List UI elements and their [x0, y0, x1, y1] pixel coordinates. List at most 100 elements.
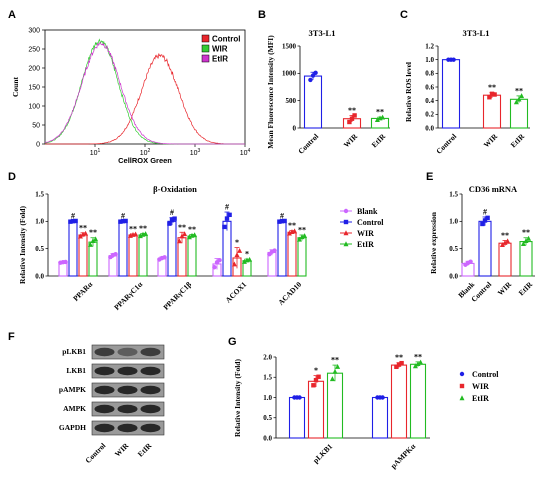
significance-mark: # — [170, 208, 174, 217]
blot-lane-label: WIR — [113, 441, 131, 459]
bar — [288, 396, 306, 439]
data-point — [113, 252, 118, 257]
data-point — [297, 395, 302, 400]
histogram-legend: Control WIR EtIR — [201, 35, 240, 64]
y-tick-label: 1.0 — [449, 218, 458, 226]
histogram-y-tick-label: 150 — [28, 85, 40, 92]
bar — [128, 234, 138, 277]
significance-mark: # — [121, 211, 125, 220]
bar — [441, 59, 461, 129]
data-point — [237, 247, 243, 253]
legend-marker — [459, 395, 465, 401]
blot-band — [117, 366, 138, 376]
y-tick-label: 1.5 — [35, 190, 44, 198]
data-point — [247, 256, 253, 262]
panel-g-chart: Relative Intensity (Fold) 0.0 0.5 1.0 1.5 2.… — [233, 352, 499, 470]
histogram-y-tick-label: 0 — [36, 142, 40, 149]
blot-row-label: pLKB1 — [62, 347, 86, 356]
blot-band — [117, 347, 138, 357]
data-point — [492, 92, 497, 97]
y-tick-label: 1000 — [282, 70, 297, 78]
data-point — [227, 212, 232, 218]
western-blot-bands: pLKB1 LKB1 pAMPK AMPK GAPDH — [59, 344, 165, 436]
panel-d-plot: 0.00.51.01.5#****PPARα#** **PPARγC1α#** **… — [35, 190, 308, 312]
y-tick-label: 2.0 — [263, 353, 272, 361]
legend-label-etir: EtIR — [212, 55, 228, 64]
panel-b-y-label: Mean Fluorescence Intensity (MFI) — [266, 35, 275, 149]
blot-band — [117, 385, 138, 395]
bar — [167, 220, 177, 277]
y-tick-label: 0.0 — [425, 124, 434, 132]
x-tick-label: ACOX1 — [224, 280, 249, 305]
significance-mark: ** — [501, 231, 509, 240]
y-tick-label: 500 — [286, 97, 297, 105]
data-point — [396, 362, 402, 367]
significance-mark: ** — [348, 106, 356, 115]
x-tick-label: pLKB1 — [311, 442, 334, 465]
legend-label: WIR — [357, 229, 374, 238]
blot-row-label: GAPDH — [59, 423, 86, 432]
data-point — [286, 230, 292, 236]
data-point — [302, 233, 308, 239]
panel-b-plot: 0 500 1000 1500 Control ** WIR ** EtIR — [282, 42, 390, 156]
data-point — [162, 255, 167, 260]
bar — [138, 234, 148, 277]
data-point — [277, 219, 282, 224]
data-point — [335, 364, 341, 369]
significance-mark: # — [71, 211, 75, 220]
bar — [277, 220, 287, 277]
significance-mark: * — [235, 238, 239, 247]
significance-mark: ** — [188, 225, 196, 234]
legend-marker — [459, 383, 465, 389]
data-point — [480, 221, 485, 227]
blot-band — [94, 423, 115, 433]
legend-swatch-etir — [201, 54, 210, 63]
blot-band — [140, 347, 161, 357]
y-tick-label: 1.0 — [425, 56, 434, 64]
data-point — [90, 238, 96, 243]
y-tick-label: 1.0 — [35, 218, 44, 226]
x-tick-label: Control — [434, 132, 458, 156]
data-point — [349, 116, 355, 121]
data-point — [308, 77, 313, 83]
bar — [177, 237, 187, 277]
panel-b-chart: 3T3-L1 Mean Fluorescence Intensity (MFI)… — [266, 28, 390, 156]
blot-band — [94, 385, 115, 395]
legend-label: Control — [472, 370, 499, 379]
panel-e-title: CD36 mRNA — [469, 184, 518, 194]
data-point — [513, 99, 519, 105]
panel-c-chart: 3T3-L1 Relative ROS level 0.00.20.40.60.… — [404, 28, 530, 156]
data-point — [487, 95, 492, 100]
data-point — [399, 360, 404, 366]
data-point — [313, 70, 318, 75]
data-point — [516, 96, 522, 102]
data-point — [272, 248, 277, 253]
panel-label-g: G — [228, 336, 237, 348]
histogram-x-label: CellROX Green — [118, 156, 172, 165]
data-point — [310, 73, 316, 78]
data-point — [520, 241, 526, 247]
histogram-curve-etir — [44, 41, 245, 145]
data-point — [415, 361, 421, 367]
data-point — [332, 368, 338, 374]
x-tick-label: Control — [296, 132, 320, 156]
blot-band — [117, 423, 138, 433]
data-point — [519, 93, 525, 99]
significance-mark: # — [483, 207, 487, 216]
data-point — [176, 238, 182, 244]
legend-swatch-wir — [201, 44, 210, 53]
data-point — [526, 235, 532, 241]
histogram-x-tick-label: 104 — [240, 148, 251, 157]
data-point — [489, 91, 495, 97]
data-point — [137, 233, 143, 239]
panel-f-western-blot: pLKB1 LKB1 pAMPK AMPK GAPDH Control WIR EtIR — [59, 344, 165, 465]
y-tick-label: 0.0 — [263, 434, 272, 442]
histogram-y-tick-label: 300 — [28, 28, 40, 35]
data-point — [68, 219, 73, 224]
bar — [390, 364, 408, 439]
data-point — [143, 231, 149, 237]
legend-marker — [343, 230, 349, 236]
x-tick-label: WIR — [482, 131, 500, 149]
significance-mark: ** — [129, 224, 137, 233]
